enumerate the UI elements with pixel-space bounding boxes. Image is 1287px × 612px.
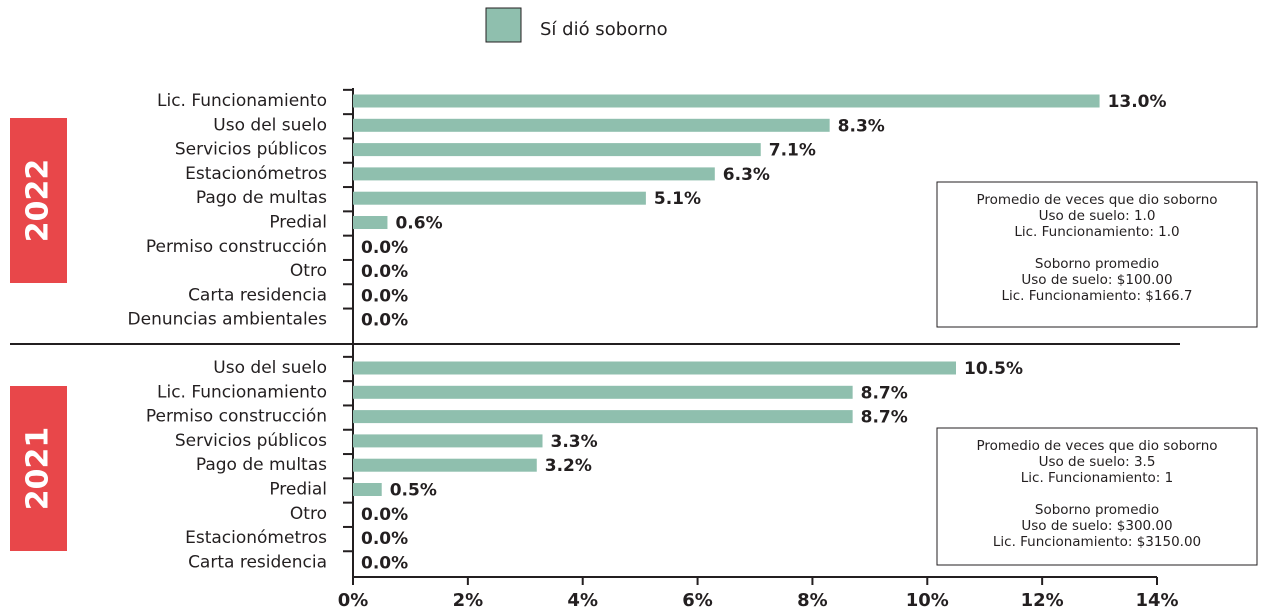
- category-label: Servicios públicos: [175, 140, 327, 160]
- category-label: Predial: [269, 213, 327, 233]
- bar: [353, 167, 715, 181]
- category-label: Otro: [290, 504, 327, 524]
- x-tick-label: 8%: [797, 590, 828, 611]
- x-tick-label: 10%: [906, 590, 949, 611]
- category-label: Denuncias ambientales: [128, 310, 328, 330]
- value-label: 5.1%: [654, 189, 701, 209]
- bar: [353, 191, 646, 205]
- value-label: 0.0%: [361, 505, 408, 525]
- note-text: Uso de suelo: 1.0: [1039, 208, 1156, 224]
- value-label: 0.0%: [361, 311, 408, 331]
- year-label: 2021: [21, 427, 56, 511]
- note-text: Lic. Funcionamiento: 1: [1021, 470, 1173, 486]
- note-text: Promedio de veces que dio soborno: [976, 192, 1217, 208]
- note-text: Uso de suelo: $300.00: [1021, 518, 1172, 534]
- category-label: Carta residencia: [188, 552, 327, 572]
- note-text: Soborno promedio: [1035, 502, 1159, 518]
- bar: [353, 434, 543, 448]
- value-label: 8.7%: [861, 408, 908, 428]
- bar: [353, 94, 1100, 108]
- category-label: Servicios públicos: [175, 431, 327, 451]
- value-label: 13.0%: [1108, 92, 1167, 112]
- bar: [353, 385, 853, 399]
- note-text: Promedio de veces que dio soborno: [976, 438, 1217, 454]
- category-label: Pago de multas: [196, 455, 327, 475]
- value-label: 0.0%: [361, 262, 408, 282]
- year-label: 2022: [21, 159, 56, 243]
- bar: [353, 410, 853, 424]
- value-label: 7.1%: [769, 141, 816, 161]
- note-text: Lic. Funcionamiento: $3150.00: [993, 534, 1201, 550]
- value-label: 0.0%: [361, 529, 408, 549]
- category-label: Predial: [269, 480, 327, 500]
- legend-label: Sí dió soborno: [540, 19, 668, 40]
- year-box: [10, 118, 67, 283]
- value-label: 8.7%: [861, 383, 908, 403]
- note-text: Uso de suelo: $100.00: [1021, 272, 1172, 288]
- value-label: 3.3%: [551, 432, 598, 452]
- category-label: Permiso construcción: [146, 407, 327, 427]
- note-box: [936, 181, 1258, 328]
- value-label: 0.0%: [361, 238, 408, 258]
- x-tick-label: 12%: [1021, 590, 1064, 611]
- bar: [353, 118, 830, 132]
- note-text: Lic. Funcionamiento: 1.0: [1014, 224, 1179, 240]
- value-label: 0.6%: [395, 214, 442, 234]
- note-box: [936, 427, 1258, 566]
- category-label: Lic. Funcionamiento: [157, 91, 327, 111]
- x-tick-label: 6%: [682, 590, 713, 611]
- legend-swatch: [485, 7, 522, 43]
- note-text: Uso de suelo: 3.5: [1039, 454, 1156, 470]
- category-label: Otro: [290, 261, 327, 281]
- year-box: [10, 386, 67, 551]
- category-label: Uso del suelo: [213, 115, 327, 135]
- category-label: Pago de multas: [196, 188, 327, 208]
- bar: [353, 361, 956, 375]
- value-label: 3.2%: [545, 456, 592, 476]
- bar: [353, 458, 537, 472]
- category-label: Lic. Funcionamiento: [157, 382, 327, 402]
- x-tick-label: 4%: [567, 590, 598, 611]
- value-label: 0.5%: [390, 481, 437, 501]
- x-tick-label: 14%: [1135, 590, 1178, 611]
- category-label: Uso del suelo: [213, 358, 327, 378]
- bar: [353, 216, 388, 229]
- category-label: Estacionómetros: [185, 528, 327, 548]
- category-label: Estacionómetros: [185, 164, 327, 184]
- note-text: Soborno promedio: [1035, 256, 1159, 272]
- x-tick-label: 2%: [453, 590, 484, 611]
- bar: [353, 483, 382, 496]
- category-label: Carta residencia: [188, 285, 327, 305]
- value-label: 8.3%: [838, 116, 885, 136]
- x-tick-label: 0%: [338, 590, 369, 611]
- bar: [353, 143, 761, 157]
- value-label: 0.0%: [361, 553, 408, 573]
- value-label: 0.0%: [361, 286, 408, 306]
- note-text: Lic. Funcionamiento: $166.7: [1001, 288, 1192, 304]
- value-label: 6.3%: [723, 165, 770, 185]
- value-label: 10.5%: [964, 359, 1023, 379]
- category-label: Permiso construcción: [146, 237, 327, 257]
